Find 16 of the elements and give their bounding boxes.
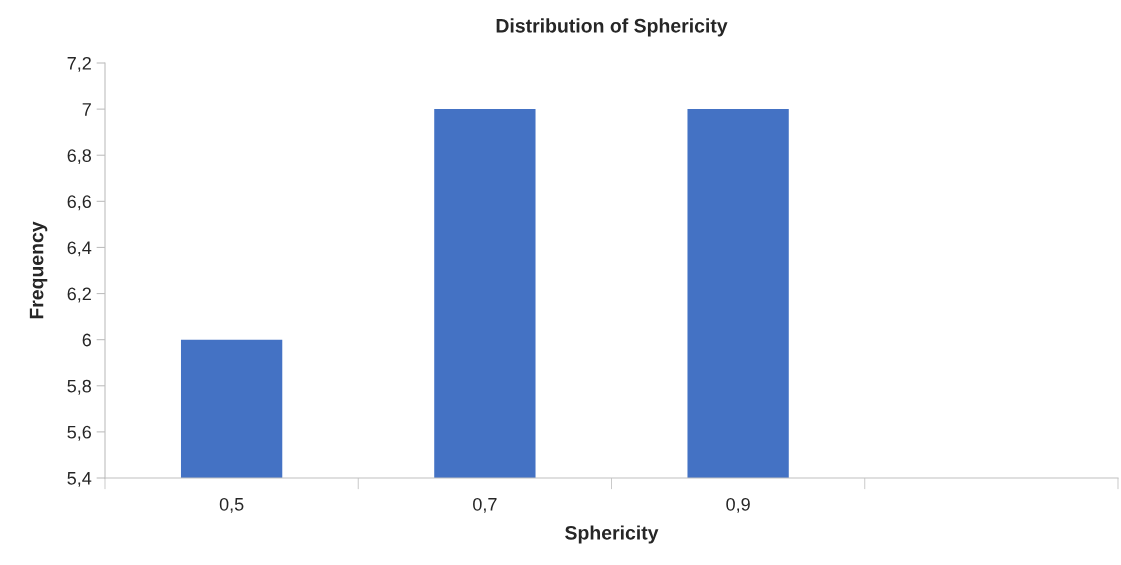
- x-tick-label: 0,9: [726, 497, 750, 513]
- y-tick-label: 6,2: [67, 287, 91, 303]
- y-tick-label: 5,6: [67, 425, 92, 441]
- y-tick-label: 6,8: [67, 149, 92, 165]
- chart-title: Distribution of Sphericity: [496, 18, 728, 37]
- y-tick-label: 6,4: [67, 241, 92, 257]
- x-tick-label: 0,7: [473, 497, 497, 513]
- y-tick-label: 6,6: [67, 195, 92, 211]
- y-axis-title: Frequency: [29, 221, 48, 319]
- x-axis-title: Sphericity: [565, 525, 659, 544]
- y-tick-label: 7,2: [67, 56, 91, 72]
- x-tick-label: 0,5: [219, 497, 244, 513]
- y-tick-label: 5,4: [67, 472, 92, 487]
- y-tick-label: 5,8: [67, 379, 92, 395]
- y-tick-label: 7: [82, 103, 91, 116]
- y-tick-label: 6: [82, 333, 92, 347]
